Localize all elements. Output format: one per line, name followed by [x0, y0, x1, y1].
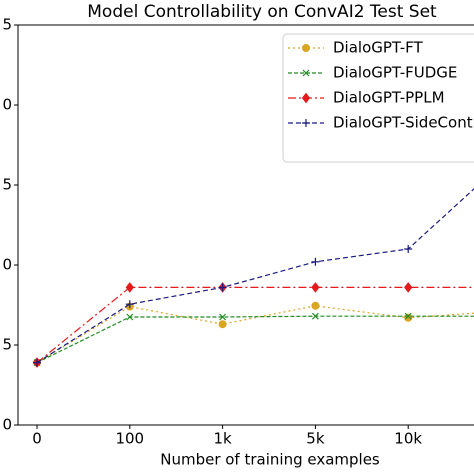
marker	[125, 300, 134, 309]
marker	[404, 282, 413, 293]
y-tick-label: 5	[2, 336, 12, 354]
chart-title: Model Controllability on ConvAI2 Test Se…	[87, 2, 437, 22]
plot	[32, 188, 474, 429]
series-line	[36, 188, 474, 364]
y-tick-label: 0	[2, 256, 12, 274]
y-tick-label: 0	[2, 416, 12, 434]
x-axis-label: Number of training examples	[160, 451, 380, 469]
marker	[219, 313, 227, 321]
marker	[33, 358, 41, 367]
x-tick-label: 1k	[213, 430, 232, 448]
marker	[125, 282, 134, 293]
marker	[404, 313, 413, 322]
legend-box	[282, 33, 474, 163]
x-tick-label: 100	[115, 430, 144, 448]
x-tick-label: 5k	[306, 430, 325, 448]
marker	[404, 312, 412, 320]
marker	[218, 283, 227, 292]
marker	[218, 320, 227, 329]
marker	[404, 245, 413, 253]
marker	[311, 257, 320, 266]
legend-label: DialoGPT-SideControl	[333, 114, 474, 132]
series-line	[36, 315, 474, 364]
marker	[302, 69, 310, 77]
marker	[301, 92, 311, 104]
marker	[126, 313, 134, 321]
series-line	[36, 286, 474, 364]
plot-frame	[17, 24, 474, 426]
legend-label: DialoGPT-FUDGE	[333, 64, 457, 82]
marker	[311, 301, 320, 310]
legend-label: DialoGPT-FT	[333, 39, 423, 57]
x-tick-label: 0	[32, 430, 42, 448]
legend-label: DialoGPT-PPLM	[333, 89, 445, 107]
y-tick-label: 5	[2, 176, 12, 194]
marker	[311, 282, 320, 293]
y-tick-label: 0	[2, 96, 12, 114]
x-tick-label: 10k	[394, 430, 422, 448]
legend: DialoGPT-FT DialoGPT-FUDGE DialoGPT-PPLM Di…	[282, 33, 474, 163]
y-tick-label: 5	[2, 16, 12, 34]
marker	[311, 312, 319, 320]
marker	[302, 119, 310, 127]
marker	[302, 44, 310, 52]
